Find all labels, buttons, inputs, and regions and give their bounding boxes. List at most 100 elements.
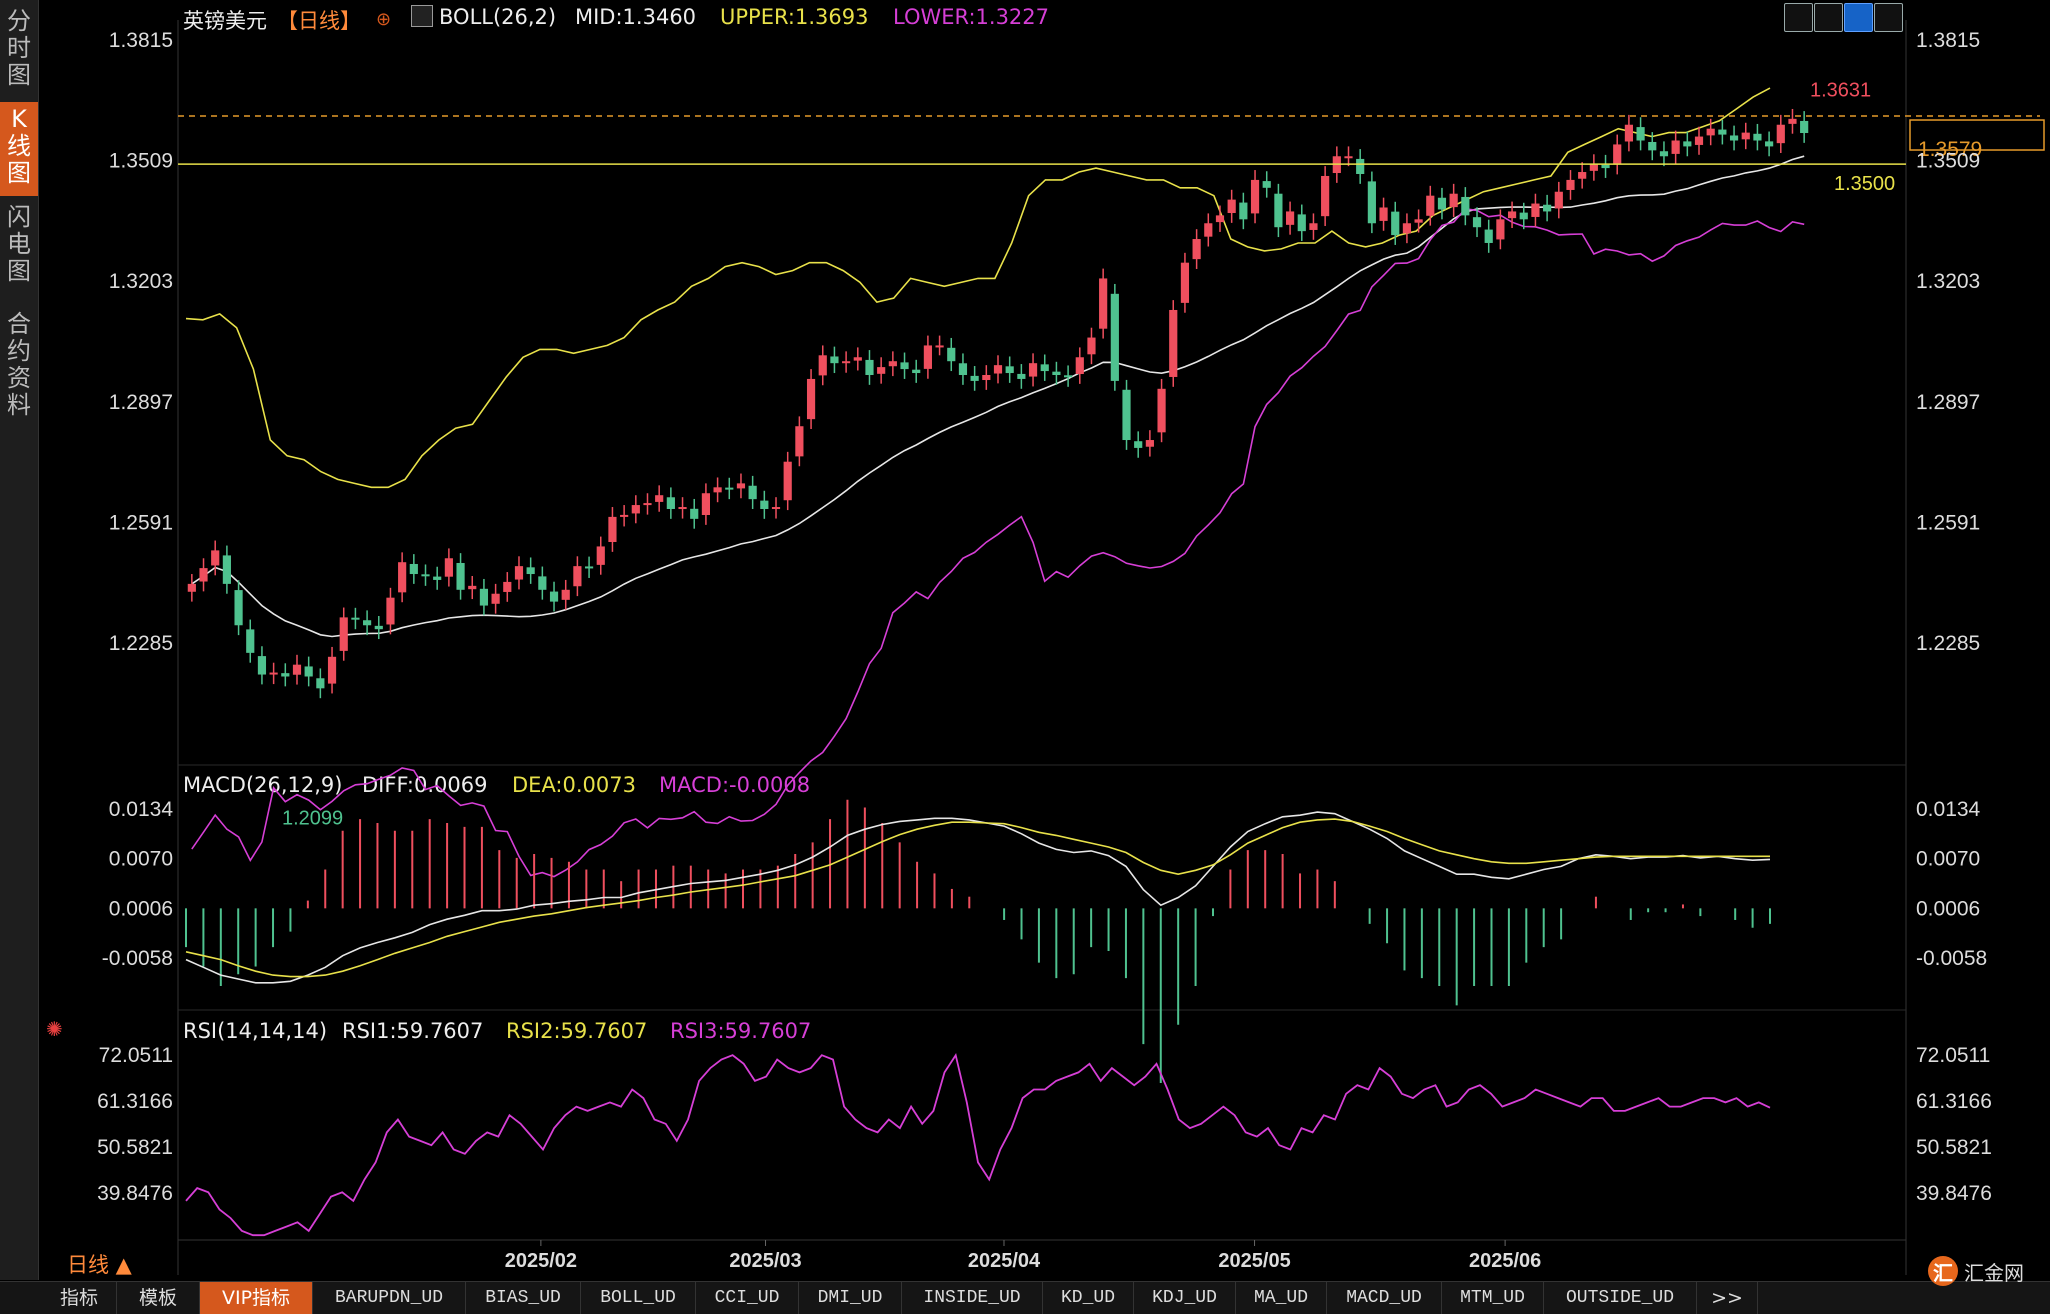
candle-body	[339, 617, 348, 651]
period-toggle[interactable]: 日线 ▲	[67, 1253, 132, 1277]
candle-body	[421, 574, 430, 577]
tab-indicator[interactable]: 指标	[42, 1282, 117, 1314]
candle-body	[1215, 215, 1225, 223]
sidebar-item-timeshare[interactable]: 分时图	[7, 7, 31, 89]
candle-body	[1765, 141, 1774, 147]
candle-body	[1356, 158, 1365, 174]
macd-dea: DEA:0.0073	[512, 773, 636, 797]
tab-bias[interactable]: BIAS_UD	[466, 1282, 581, 1314]
candle-body	[865, 359, 874, 375]
candle-body	[538, 576, 547, 590]
sidebar-item-contract[interactable]: 合约资料	[7, 310, 31, 419]
candle-body	[444, 558, 453, 577]
candle-body	[631, 505, 640, 514]
tab-ma[interactable]: MA_UD	[1236, 1282, 1327, 1314]
candle-body	[187, 583, 196, 592]
x-tick-label: 2025/02	[505, 1250, 577, 1272]
candle-body	[1683, 141, 1692, 147]
macd-label: MACD(26,12,9)	[183, 773, 343, 797]
candle-body	[549, 591, 559, 602]
window-icon[interactable]	[1874, 3, 1903, 32]
candle-body	[1110, 293, 1119, 381]
period-title: 【日线】	[277, 9, 361, 33]
rsi3-value: RSI3:59.7607	[670, 1019, 812, 1043]
macd-tick-label: 0.0070	[1916, 848, 1980, 871]
candle-body	[1659, 151, 1669, 157]
price-tick-label: 1.3203	[1916, 270, 1980, 293]
bar-icon[interactable]	[1814, 3, 1843, 32]
tab-kd[interactable]: KD_UD	[1043, 1282, 1134, 1314]
grid-icon[interactable]	[1784, 3, 1813, 32]
candle-body	[234, 590, 243, 626]
tab-mtm[interactable]: MTM_UD	[1442, 1282, 1544, 1314]
rsi-tick-label: 72.0511	[99, 1044, 173, 1067]
candle-body	[970, 375, 979, 381]
boll-mid-line	[191, 155, 1805, 638]
left-sidebar: 分时图 K线图 闪电图 合约资料	[0, 0, 39, 1280]
tab-more[interactable]: >>	[1697, 1282, 1758, 1314]
add-compare-icon[interactable]: ⊕	[376, 9, 392, 30]
settings-icon[interactable]: ✺	[46, 1017, 63, 1041]
candle-body	[1297, 214, 1306, 232]
candle-body	[783, 461, 792, 501]
candle-body	[1519, 212, 1528, 220]
candle-body	[1741, 132, 1750, 140]
candle-body	[1087, 337, 1096, 355]
sidebar-item-kline[interactable]: K线图	[0, 102, 38, 196]
candle-body	[1426, 195, 1435, 216]
symbol-title: 英镑美元	[183, 9, 267, 33]
candle-body	[386, 597, 395, 625]
tab-macd[interactable]: MACD_UD	[1327, 1282, 1442, 1314]
macd-tick-label: 0.0070	[109, 848, 173, 871]
tab-cci[interactable]: CCI_UD	[696, 1282, 799, 1314]
tab-dmi[interactable]: DMI_UD	[799, 1282, 902, 1314]
candle-body	[1239, 202, 1248, 220]
candle-body	[1134, 441, 1143, 448]
rsi-tick-label: 61.3166	[1916, 1090, 1992, 1113]
tab-inside[interactable]: INSIDE_UD	[902, 1282, 1043, 1314]
candle-body	[608, 516, 617, 543]
rsi-tick-label: 50.5821	[97, 1136, 173, 1159]
tab-outside[interactable]: OUTSIDE_UD	[1544, 1282, 1697, 1314]
tab-template[interactable]: 模板	[117, 1282, 200, 1314]
candle-body	[666, 497, 675, 509]
candle-body	[1040, 364, 1049, 372]
boll-upper: UPPER:1.3693	[720, 5, 869, 29]
price-tick-label: 1.3509	[1916, 150, 1980, 173]
candle-body	[281, 673, 290, 677]
candle-body	[1589, 164, 1598, 171]
x-tick-label: 2025/05	[1218, 1250, 1290, 1272]
chart-type-icon[interactable]	[411, 5, 433, 27]
candle-body	[199, 568, 208, 582]
candle-body	[643, 503, 652, 506]
logo-mark-icon: 汇	[1928, 1256, 1958, 1286]
candle-body	[584, 566, 594, 569]
rsi-tick-label: 61.3166	[97, 1090, 173, 1113]
candle-body	[1414, 219, 1423, 223]
candle-body	[561, 589, 570, 600]
candle-body	[1776, 124, 1785, 144]
candle-body	[1449, 193, 1458, 208]
candle-body	[1461, 196, 1470, 216]
candle-body	[526, 567, 535, 575]
macd-tick-label: 0.0006	[1916, 897, 1980, 920]
last-price-label: 1.3579	[1918, 138, 1982, 161]
candle-body	[327, 656, 337, 684]
tab-vip-indicator[interactable]: VIP指标	[200, 1282, 313, 1314]
candle-body	[1321, 175, 1330, 217]
candle-body	[1250, 179, 1260, 214]
boll-lower: LOWER:1.3227	[893, 5, 1050, 29]
price-tick-label: 1.2591	[109, 511, 173, 534]
candle-body	[479, 588, 489, 606]
candle-icon[interactable]	[1844, 3, 1873, 32]
tab-barupdn[interactable]: BARUPDN_UD	[313, 1282, 466, 1314]
candle-body	[363, 620, 372, 626]
tab-boll[interactable]: BOLL_UD	[581, 1282, 696, 1314]
sidebar-item-flash[interactable]: 闪电图	[7, 203, 31, 285]
candle-body	[1017, 373, 1026, 379]
candle-body	[1262, 181, 1271, 188]
candle-body	[1543, 204, 1552, 212]
rsi-tick-label: 50.5821	[1916, 1136, 1992, 1159]
tab-kdj[interactable]: KDJ_UD	[1134, 1282, 1236, 1314]
price-tick-label: 1.3815	[1916, 29, 1980, 52]
